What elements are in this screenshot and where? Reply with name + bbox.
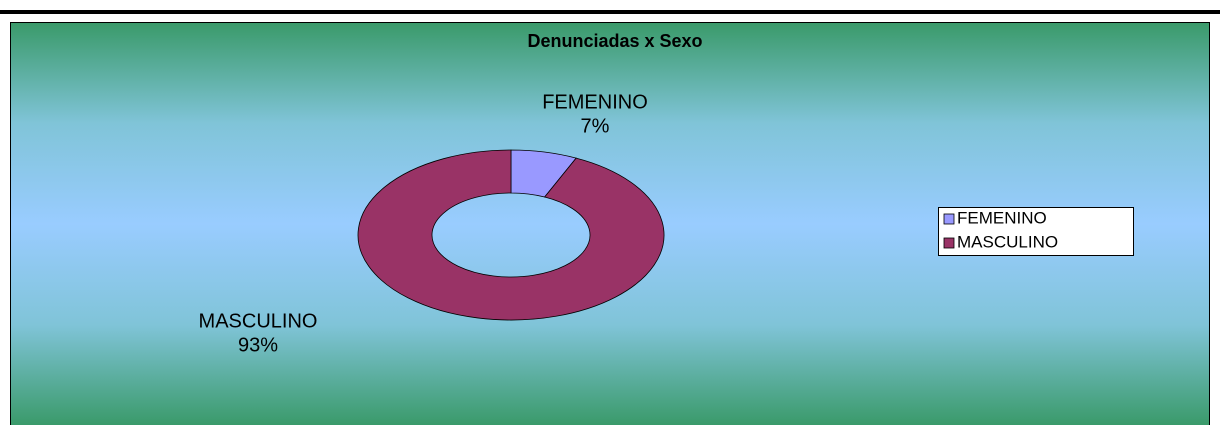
category-label: FEMENINO: [542, 91, 648, 113]
legend-label: MASCULINO: [957, 232, 1058, 251]
legend-label: FEMENINO: [957, 208, 1047, 227]
value-label: 93%: [238, 334, 278, 356]
legend-swatch: [943, 213, 955, 225]
category-label: MASCULINO: [199, 310, 318, 332]
legend: [938, 207, 1134, 256]
chart-title: Denunciadas x Sexo: [527, 31, 702, 51]
legend-swatch: [943, 237, 955, 249]
heading-underline: [0, 10, 1220, 14]
donut-segment: [357, 149, 665, 321]
value-label: 7%: [581, 115, 610, 137]
